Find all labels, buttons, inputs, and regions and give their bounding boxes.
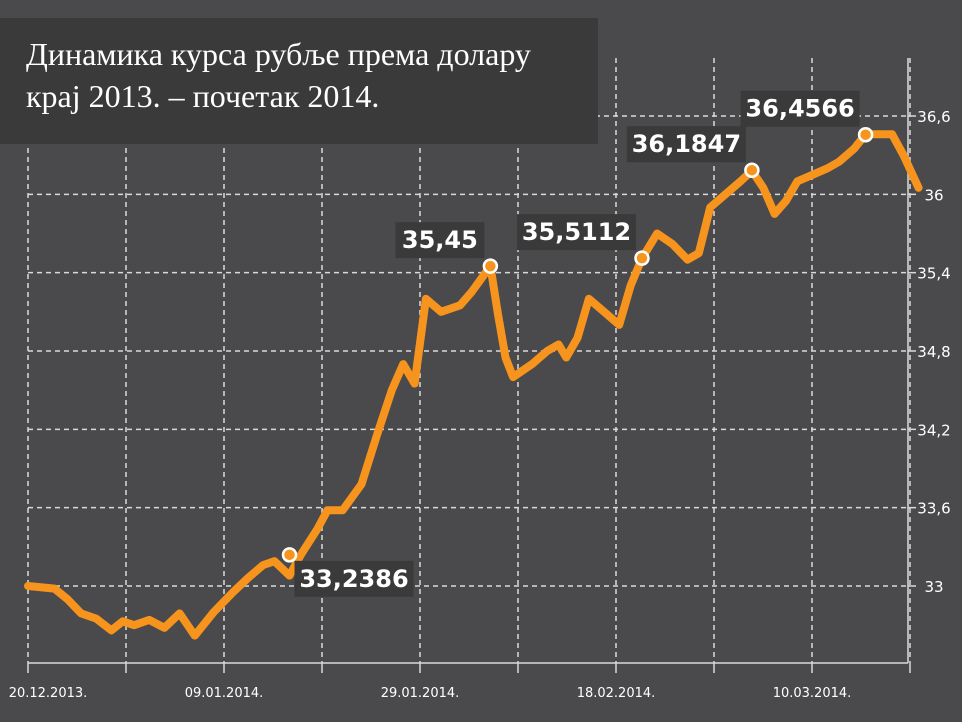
- annotation-label: 35,45: [402, 226, 478, 254]
- annotation-box: [516, 214, 636, 251]
- annotation-label: 35,5112: [522, 218, 631, 246]
- x-tick-label: 09.01.2014.: [185, 686, 264, 701]
- annotation-marker: [857, 126, 874, 143]
- annotation-box: [626, 126, 746, 163]
- annotation-marker: [281, 547, 298, 563]
- annotation-marker: [634, 250, 650, 266]
- y-tick-label: 35,4: [917, 265, 950, 283]
- annotation-label: 36,1847: [632, 130, 741, 158]
- annotation-label: 33,2386: [299, 565, 408, 593]
- annotation-marker: [744, 162, 760, 178]
- annotation-box: [395, 222, 485, 259]
- x-tick-label: 10.03.2014.: [773, 686, 852, 701]
- chart-title-line-2: крај 2013. – почетак 2014.: [26, 78, 380, 114]
- series-line: [24, 130, 923, 640]
- series: [24, 130, 923, 640]
- y-tick-label: 34,8: [917, 343, 950, 361]
- annotation-label: 36,4566: [745, 95, 854, 123]
- annotation-marker: [482, 258, 499, 274]
- y-tick-label: 33: [924, 578, 943, 596]
- y-tick-label: 34,2: [917, 421, 950, 439]
- chart-title-line-1: Динамика курса рубље према долару: [26, 36, 531, 72]
- y-tick-label: 36,6: [917, 108, 950, 126]
- axes: 33 33,6 34,2 34,8 35,4 36 36,6 20.12.2013. 09.01…: [9, 58, 951, 701]
- annotation-box: [294, 560, 414, 597]
- x-tick-label: 20.12.2013.: [9, 686, 88, 701]
- x-tick-label: 29.01.2014.: [381, 686, 460, 701]
- y-tick-label: 33,6: [917, 500, 950, 518]
- x-tick-label: 18.02.2014.: [577, 686, 656, 701]
- annotation-box: [740, 90, 860, 127]
- title-box: [0, 18, 598, 144]
- y-tick-label: 36: [924, 186, 943, 204]
- grid: [27, 58, 911, 663]
